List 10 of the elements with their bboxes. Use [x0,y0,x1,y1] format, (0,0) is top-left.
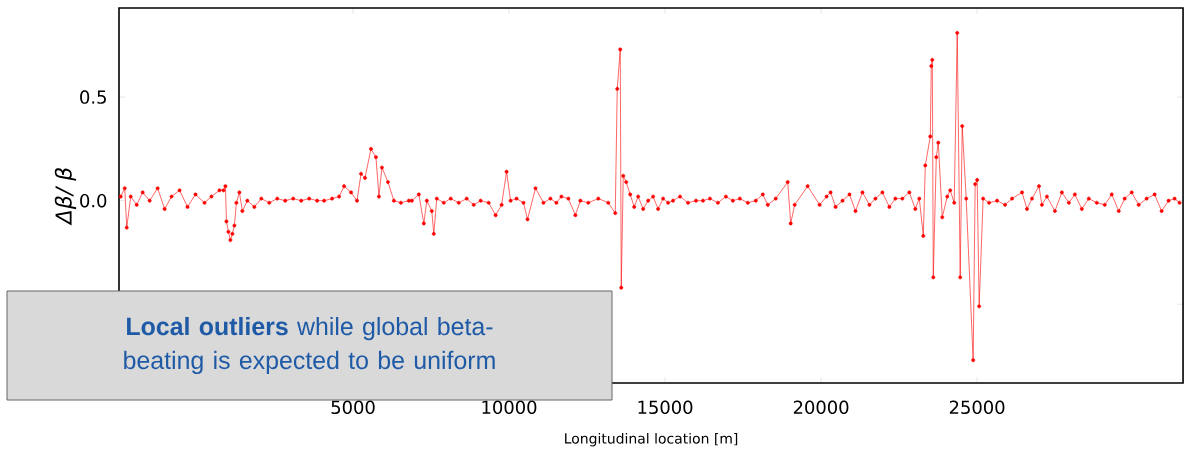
y-axis-title: Δβ/ β [54,168,77,226]
y-tick-label: 0.0 [80,193,107,208]
x-tick-label: 25000 [949,400,1005,415]
x-tick-label: 15000 [638,400,693,415]
x-tick-label: 5000 [331,400,375,415]
y-tick-label: 0.5 [80,90,106,104]
annotation: Local outliers while global beta-beating is expected to be uniform [124,316,495,375]
x-tick-label: 20000 [793,400,849,415]
x-axis-title: Longitudinal location [m] [565,432,738,447]
x-tick-label: 10000 [482,400,537,415]
